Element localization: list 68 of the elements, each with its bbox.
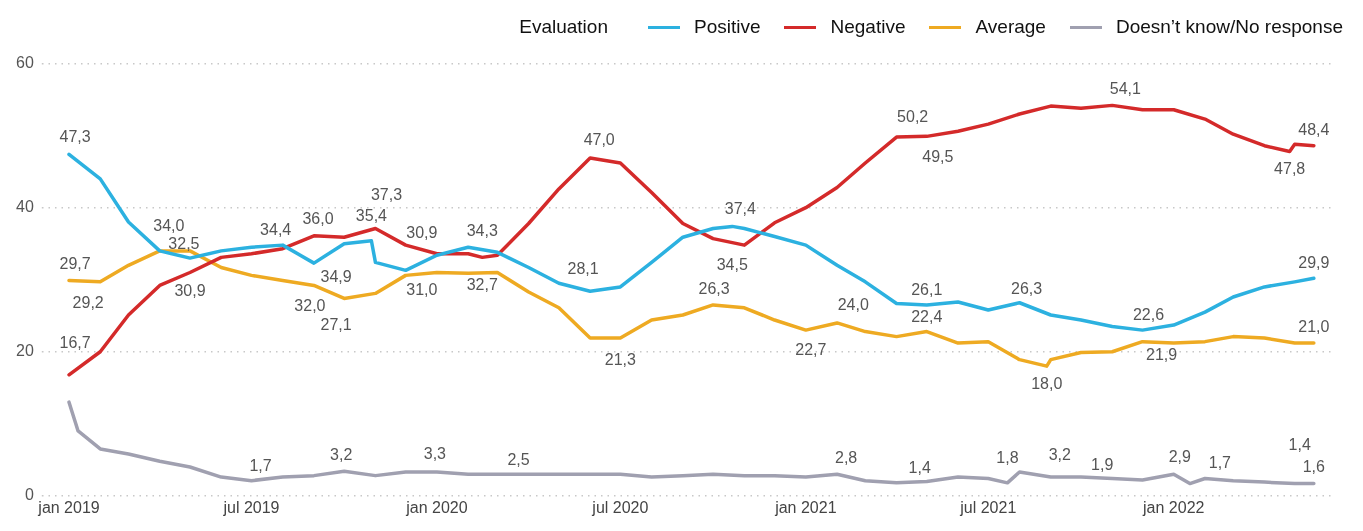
x-tick-label: jul 2021: [959, 498, 1017, 516]
annotation: 1,7: [249, 456, 272, 474]
annotation: 1,7: [1208, 453, 1232, 471]
annotation: 48,4: [1298, 120, 1330, 138]
x-tick-label: jan 2022: [1142, 498, 1205, 516]
annotation: 26,3: [698, 279, 730, 297]
annotation: 29,2: [72, 293, 104, 311]
annotation: 21,0: [1298, 317, 1330, 335]
annotation: 54,1: [1109, 79, 1142, 97]
annotation: 2,9: [1168, 448, 1191, 466]
annotation: 1,8: [996, 449, 1019, 467]
annotation: 21,9: [1146, 346, 1178, 364]
annotation: 47,3: [59, 128, 91, 146]
y-tick-label: 20: [16, 342, 34, 360]
annotation: 47,8: [1274, 159, 1306, 177]
legend-label: Positive: [693, 16, 761, 38]
annotation: 18,0: [1031, 374, 1063, 392]
annotation: 34,9: [320, 267, 352, 285]
annotation: 1,4: [1288, 436, 1311, 454]
annotation: 22,7: [795, 340, 827, 358]
annotation: 3,3: [423, 445, 447, 463]
annotation: 24,0: [837, 296, 869, 314]
legend-label: Average: [975, 16, 1046, 38]
annotation: 35,4: [355, 207, 388, 225]
x-tick-label: jan 2021: [774, 498, 837, 516]
y-tick-label: 0: [24, 486, 34, 504]
annotation: 3,2: [1048, 446, 1072, 464]
annotation: 49,5: [922, 147, 954, 165]
annotation: 37,4: [724, 199, 756, 217]
annotation: 34,0: [153, 217, 185, 235]
annotation: 26,1: [911, 281, 943, 299]
legend-label: Doesn’t know/No response: [1115, 16, 1343, 38]
annotation: 30,9: [174, 281, 206, 299]
annotation: 26,3: [1011, 279, 1043, 297]
annotation: 37,3: [370, 185, 403, 203]
y-tick-label: 40: [16, 198, 34, 216]
annotation: 31,0: [406, 280, 438, 298]
annotation: 3,2: [330, 446, 353, 464]
x-tick-label: jan 2020: [405, 498, 468, 516]
x-tick-label: jul 2020: [591, 498, 649, 516]
x-tick-label: jul 2019: [222, 498, 280, 516]
annotation: 2,5: [507, 451, 530, 469]
annotation: 36,0: [302, 209, 334, 227]
annotation: 47,0: [583, 130, 615, 148]
annotation: 32,0: [294, 296, 326, 314]
annotation: 16,7: [59, 333, 91, 351]
y-tick-label: 60: [16, 54, 34, 72]
annotation: 29,9: [1298, 253, 1330, 271]
annotation: 30,9: [406, 223, 438, 241]
annotation: 32,7: [466, 275, 498, 293]
annotation: 22,4: [911, 307, 943, 325]
annotation: 32,5: [168, 235, 200, 253]
legend-title: Evaluation: [519, 16, 608, 38]
annotation: 29,7: [59, 255, 91, 273]
annotation: 21,3: [604, 350, 637, 368]
annotation: 1,9: [1091, 455, 1114, 473]
annotation: 2,8: [835, 449, 858, 467]
annotation: 34,3: [466, 222, 498, 240]
annotation: 1,4: [908, 459, 931, 477]
annotation: 34,4: [260, 221, 292, 239]
annotation: 50,2: [897, 107, 929, 125]
annotation: 1,6: [1302, 457, 1326, 475]
annotation: 27,1: [320, 316, 352, 333]
annotation: 22,6: [1132, 306, 1165, 324]
legend-label: Negative: [830, 16, 906, 38]
x-tick-label: jan 2019: [37, 498, 100, 516]
annotation: 34,5: [716, 255, 748, 273]
annotation: 28,1: [567, 259, 599, 277]
